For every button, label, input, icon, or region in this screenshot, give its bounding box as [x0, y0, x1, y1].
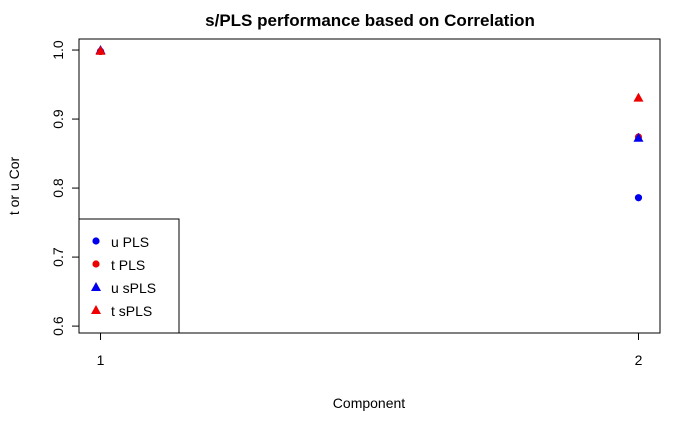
point-t-spls — [633, 92, 644, 102]
legend-marker-t-spls — [91, 305, 101, 314]
y-tick-label: 0.9 — [50, 109, 66, 129]
x-tick-label: 1 — [97, 352, 105, 368]
legend-label-t-pls: t PLS — [111, 257, 145, 273]
y-tick-label: 0.7 — [50, 247, 66, 267]
chart-title: s/PLS performance based on Correlation — [205, 11, 535, 30]
legend-label-u-pls: u PLS — [111, 234, 149, 250]
legend: u PLS t PLS u sPLS t sPLS — [78, 218, 180, 334]
x-tick-label: 2 — [635, 352, 643, 368]
point-t-spls — [95, 45, 106, 55]
y-tick-label: 0.6 — [50, 316, 66, 336]
x-axis-label: Component — [333, 395, 405, 411]
plot-frame — [78, 38, 661, 334]
y-tick-label: 1.0 — [50, 40, 66, 60]
y-axis: 0.6 0.7 0.8 0.9 1.0 — [50, 40, 79, 336]
legend-marker-t-pls — [92, 260, 100, 268]
legend-marker-u-spls — [91, 282, 101, 291]
data-points — [95, 45, 644, 202]
legend-label-u-spls: u sPLS — [111, 280, 156, 296]
y-tick-label: 0.8 — [50, 178, 66, 198]
legend-label-t-spls: t sPLS — [111, 303, 152, 319]
y-axis-label: t or u Cor — [6, 156, 22, 215]
legend-marker-u-pls — [92, 237, 100, 245]
point-u-spls — [633, 132, 644, 142]
point-u-pls — [634, 194, 643, 202]
